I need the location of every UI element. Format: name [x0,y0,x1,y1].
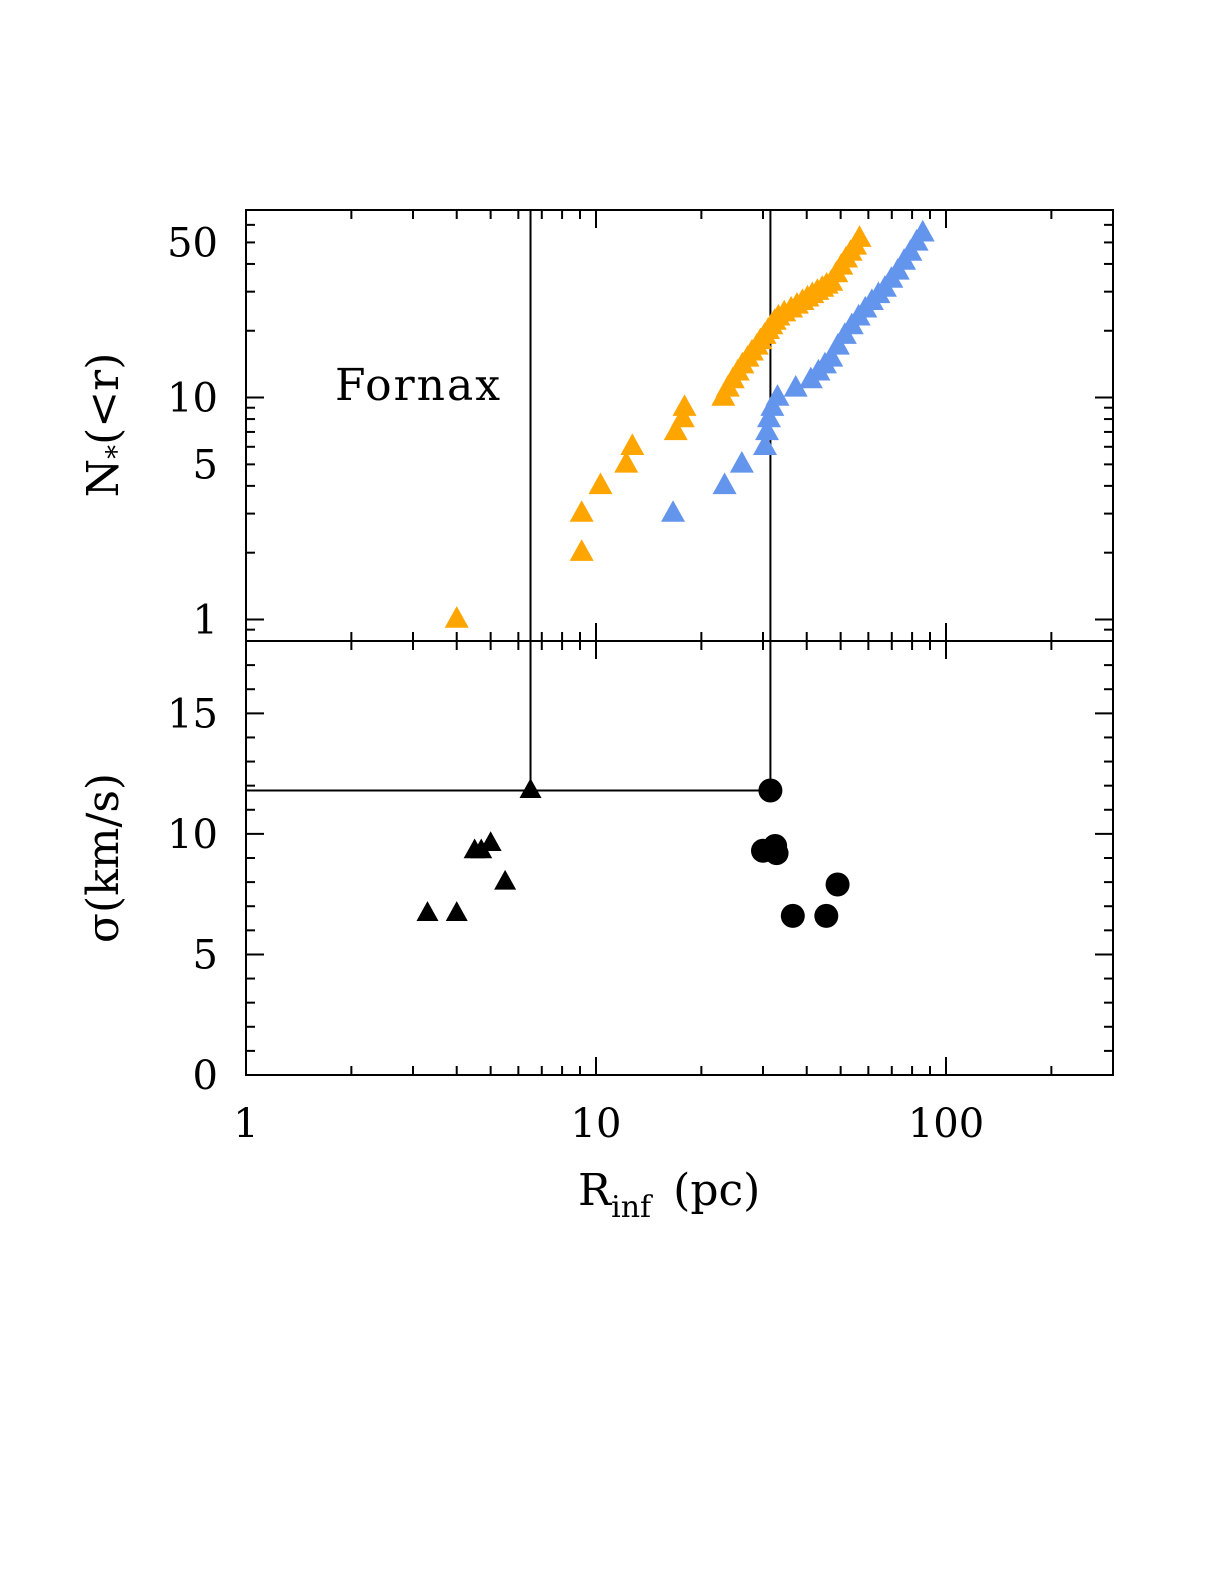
top-y-tick-label: 1 [193,597,218,643]
axes-frame [245,209,1114,1076]
black-circle-point [825,872,850,897]
orange-triangle-point [670,405,695,428]
x-tick-label: 100 [908,1101,984,1147]
blue-triangle-point [765,384,790,406]
black-triangle-point [416,901,439,921]
blue-triangle-point [729,450,754,473]
black-triangle-point [445,901,468,921]
ticks-layer [245,210,1114,1076]
top-y-tick-label: 10 [167,376,218,422]
blue-triangle-point [756,405,781,428]
black-circle-point [758,778,783,803]
black-circle-point [780,903,805,928]
orange-triangle-point [569,500,594,522]
reference-lines [246,210,772,792]
black-circle-point [814,903,839,928]
orange-triangle-point [672,394,697,416]
blue-triangle-point [910,219,935,242]
orange-triangle-point [614,450,639,473]
blue-triangle-point [712,472,737,495]
bottom-y-tick-label: 10 [167,812,218,858]
x-tick-label: 10 [571,1101,622,1147]
orange-triangle-point [663,418,688,441]
bottom-y-tick-label: 5 [193,932,218,978]
bottom-y-tick-label: 15 [167,691,218,737]
blue-triangle-point [754,418,779,441]
top-y-tick-label: 5 [193,442,218,488]
orange-triangle-point [620,433,645,456]
blue-triangle-point [661,500,686,522]
blue-triangle-point [783,374,808,397]
bottom-y-axis-title: σ(km/s) [78,773,129,943]
blue-triangle-point [753,433,778,456]
top-y-axis-title: N*(<r) [78,353,133,498]
black-triangle-point [479,831,502,852]
data-markers [416,219,935,928]
black-circle-point [764,841,789,866]
bottom-panel-frame [245,640,1114,1076]
x-axis-title: Rinf (pc) [578,1165,760,1225]
x-tick-label: 1 [233,1101,258,1147]
orange-triangle-point [444,606,469,628]
orange-triangle-point [569,539,594,561]
fornax-annotation: Fornax [335,360,502,411]
orange-triangle-point [588,472,613,495]
black-triangle-point [519,778,542,799]
black-triangle-point [494,869,517,890]
blue-triangle-point [819,345,844,367]
top-y-tick-label: 50 [167,220,218,266]
orange-triangle-point [847,225,872,247]
bottom-y-tick-label: 0 [193,1053,218,1099]
